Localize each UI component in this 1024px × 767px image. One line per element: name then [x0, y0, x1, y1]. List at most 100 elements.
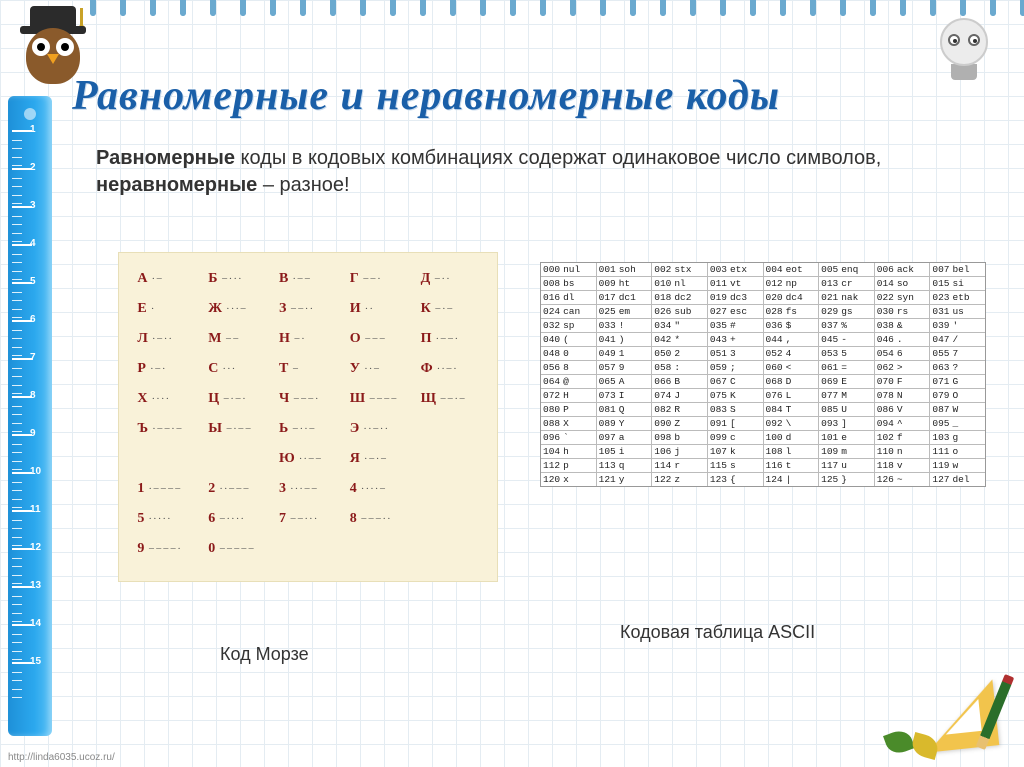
- ascii-cell: 010nl: [652, 277, 708, 290]
- morse-cell: В·−−: [279, 271, 337, 287]
- ascii-cell: 077M: [819, 389, 875, 402]
- ascii-cell: 099c: [708, 431, 764, 444]
- ascii-cell: 043+: [708, 333, 764, 346]
- ascii-cell: 086V: [875, 403, 931, 416]
- ascii-cell: 031us: [930, 305, 985, 318]
- morse-caption: Код Морзе: [220, 644, 309, 665]
- ascii-cell: 101e: [819, 431, 875, 444]
- ascii-cell: 036$: [764, 319, 820, 332]
- ascii-cell: 0480: [541, 347, 597, 360]
- ascii-cell: 079O: [930, 389, 985, 402]
- ascii-cell: 118v: [875, 459, 931, 472]
- ascii-cell: 097a: [597, 431, 653, 444]
- morse-cell: Д−··: [421, 271, 479, 287]
- morse-cell: Ч−−−·: [279, 391, 337, 407]
- ascii-cell: 0513: [708, 347, 764, 360]
- ascii-cell: 082R: [652, 403, 708, 416]
- ascii-cell: 112p: [541, 459, 597, 472]
- ascii-cell: 045-: [819, 333, 875, 346]
- ascii-cell: 025em: [597, 305, 653, 318]
- morse-cell: П·−−·: [421, 331, 479, 347]
- morse-cell: 2··−−−: [208, 481, 266, 497]
- morse-cell: Л·−··: [137, 331, 195, 347]
- morse-cell: Р·−·: [137, 361, 195, 377]
- morse-cell: [137, 451, 195, 467]
- ascii-cell: 094^: [875, 417, 931, 430]
- ascii-cell: 009ht: [597, 277, 653, 290]
- subtitle-text-1: коды в кодовых комбинациях содержат один…: [235, 147, 881, 169]
- ascii-cell: 005enq: [819, 263, 875, 276]
- morse-cell: Б−···: [208, 271, 266, 287]
- ascii-cell: 020dc4: [764, 291, 820, 304]
- morse-cell: Ь−··−: [279, 421, 337, 437]
- ascii-cell: 0546: [875, 347, 931, 360]
- ascii-cell: 070F: [875, 375, 931, 388]
- ascii-cell: 084T: [764, 403, 820, 416]
- ascii-cell: 066B: [652, 375, 708, 388]
- ascii-cell: 090Z: [652, 417, 708, 430]
- ascii-cell: 125}: [819, 473, 875, 486]
- ascii-cell: 116t: [764, 459, 820, 472]
- ascii-cell: 019dc3: [708, 291, 764, 304]
- owl-icon: [18, 6, 88, 96]
- ascii-cell: 104h: [541, 445, 597, 458]
- ascii-cell: 0502: [652, 347, 708, 360]
- ascii-cell: 015si: [930, 277, 985, 290]
- ascii-cell: 076L: [764, 389, 820, 402]
- ascii-cell: 008bs: [541, 277, 597, 290]
- ascii-cell: 073I: [597, 389, 653, 402]
- morse-cell: 9−−−−·: [137, 541, 195, 557]
- morse-cell: [421, 511, 479, 527]
- ascii-cell: 085U: [819, 403, 875, 416]
- lightbulb-icon: [932, 18, 996, 104]
- ascii-cell: 103g: [930, 431, 985, 444]
- footer-url: http://linda6035.ucoz.ru/: [8, 752, 115, 763]
- subtitle-text-2: – разное!: [257, 174, 349, 196]
- morse-cell: [208, 451, 266, 467]
- ascii-cell: 109m: [819, 445, 875, 458]
- ascii-cell: 065A: [597, 375, 653, 388]
- morse-cell: А·−: [137, 271, 195, 287]
- ascii-cell: 059;: [708, 361, 764, 374]
- ascii-cell: 042*: [652, 333, 708, 346]
- ascii-cell: 024can: [541, 305, 597, 318]
- ascii-cell: 093]: [819, 417, 875, 430]
- ascii-cell: 047/: [930, 333, 985, 346]
- ascii-cell: 102f: [875, 431, 931, 444]
- ascii-cell: 014so: [875, 277, 931, 290]
- morse-cell: Ц−·−·: [208, 391, 266, 407]
- ascii-cell: 100d: [764, 431, 820, 444]
- ascii-cell: 028fs: [764, 305, 820, 318]
- ascii-cell: 030rs: [875, 305, 931, 318]
- ascii-cell: 107k: [708, 445, 764, 458]
- ascii-cell: 068D: [764, 375, 820, 388]
- morse-cell: Х····: [137, 391, 195, 407]
- ascii-cell: 105i: [597, 445, 653, 458]
- ascii-cell: 064@: [541, 375, 597, 388]
- morse-cell: Ю··−−: [279, 451, 337, 467]
- ascii-cell: 127del: [930, 473, 985, 486]
- ascii-cell: 081Q: [597, 403, 653, 416]
- morse-cell: [421, 451, 479, 467]
- ascii-cell: 080P: [541, 403, 597, 416]
- ascii-cell: 124|: [764, 473, 820, 486]
- ascii-cell: 072H: [541, 389, 597, 402]
- morse-cell: 5·····: [137, 511, 195, 527]
- morse-cell: М−−: [208, 331, 266, 347]
- ascii-cell: 032sp: [541, 319, 597, 332]
- ascii-cell: 126~: [875, 473, 931, 486]
- ascii-cell: 0535: [819, 347, 875, 360]
- ascii-cell: 089Y: [597, 417, 653, 430]
- morse-cell: Ж···−: [208, 301, 266, 317]
- ring-binding: [70, 0, 984, 20]
- morse-cell: Ы−·−−: [208, 421, 266, 437]
- ascii-cell: 007bel: [930, 263, 985, 276]
- morse-cell: 8−−−··: [350, 511, 408, 527]
- ascii-cell: 001soh: [597, 263, 653, 276]
- morse-cell: Ъ·−−·−: [137, 421, 195, 437]
- morse-cell: З−−··: [279, 301, 337, 317]
- ascii-cell: 013cr: [819, 277, 875, 290]
- ascii-cell: 018dc2: [652, 291, 708, 304]
- morse-cell: 4····−: [350, 481, 408, 497]
- ascii-cell: 0524: [764, 347, 820, 360]
